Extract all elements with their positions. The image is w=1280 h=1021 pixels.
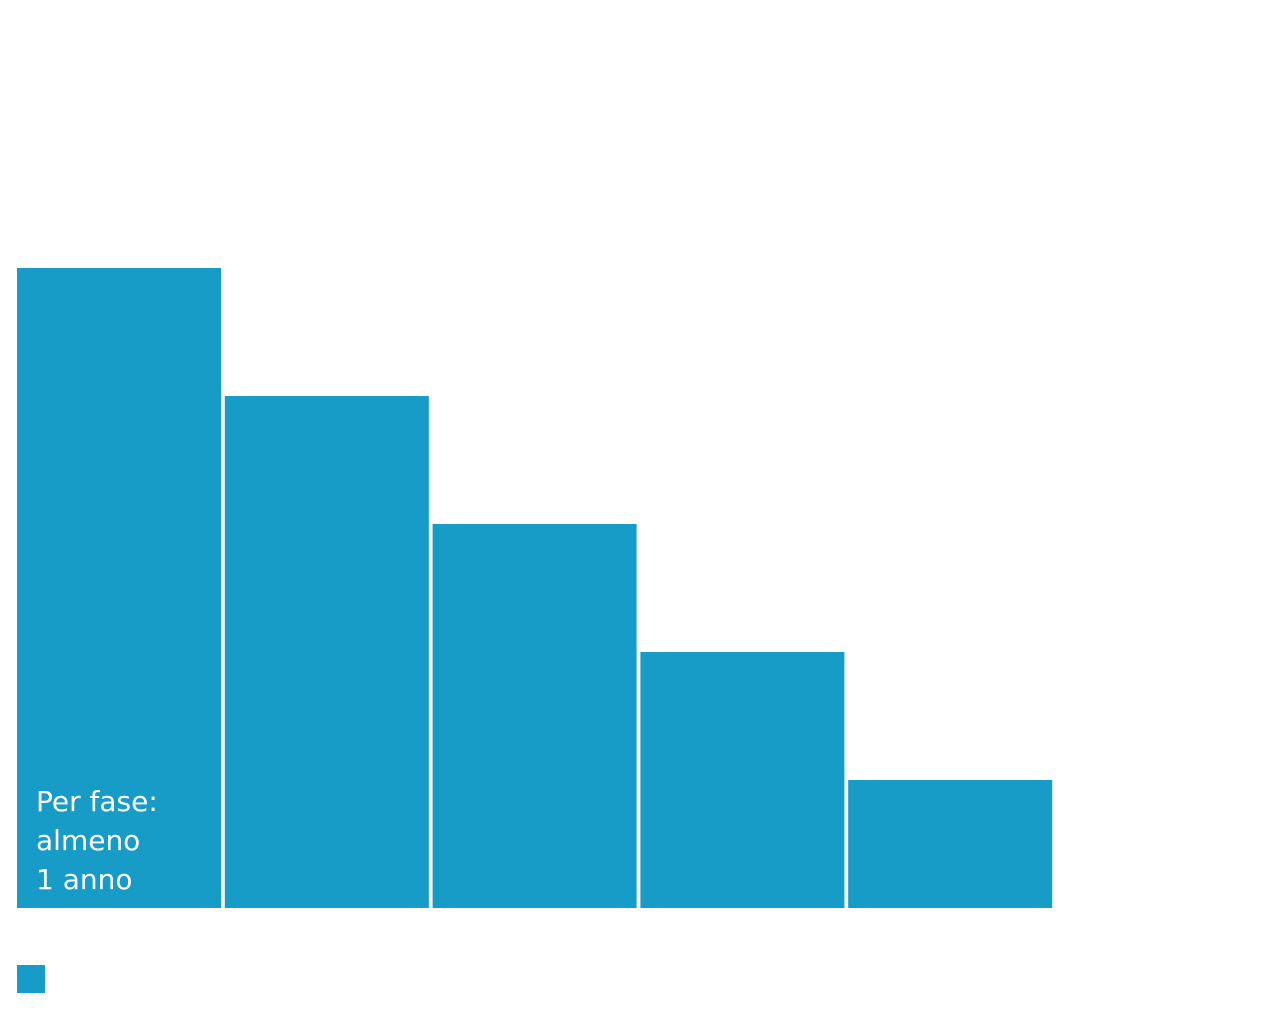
bar-5 [848, 780, 1053, 908]
bar-2 [224, 396, 429, 908]
bar-4 [640, 652, 845, 908]
bar-3 [432, 524, 637, 908]
legend-swatch [17, 965, 45, 993]
bar-label-line-1: Per fase: [36, 785, 158, 818]
bar-label-line-3: 1 anno [36, 863, 133, 896]
bar-label-line-2: almeno [36, 824, 141, 857]
first-bar-label: Per fase: almeno 1 anno [36, 782, 216, 899]
bar-1 [17, 268, 221, 908]
